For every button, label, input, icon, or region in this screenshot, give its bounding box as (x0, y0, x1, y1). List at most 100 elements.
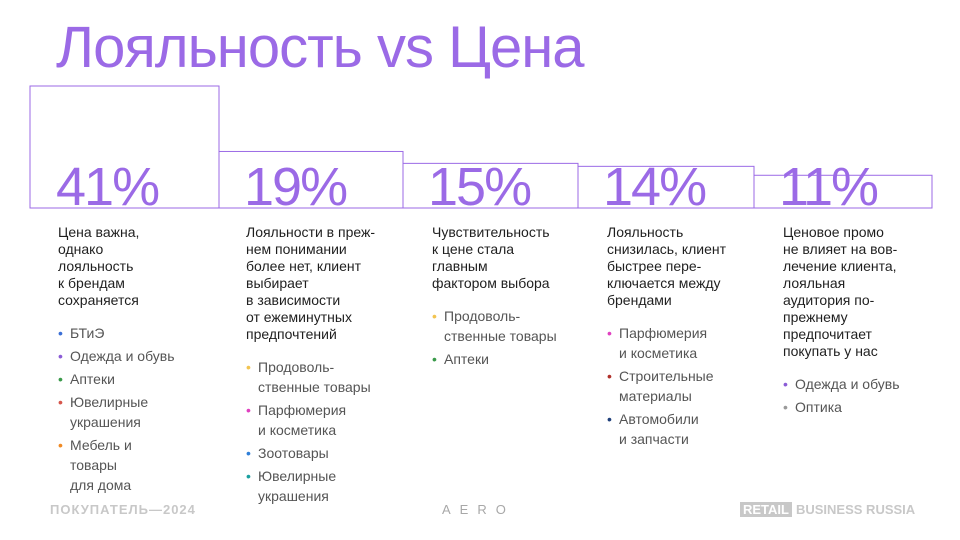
footer-business-russia: BUSINESS RUSSIA (795, 502, 916, 517)
segment-list-item: • Мебель и товары для дома (58, 435, 218, 495)
segment-label-line: для дома (70, 477, 132, 493)
segment-label-line: и косметика (619, 345, 698, 361)
segment-label: Одежда и обувь (70, 346, 175, 366)
page-title: Лояльность vs Цена (56, 15, 585, 80)
segment-label-line: Строительные (619, 368, 714, 384)
segment-label-line: Одежда и обувь (795, 376, 900, 392)
segment-label-line: Зоотовары (258, 445, 329, 461)
category-column-5: Ценовое промо не влияет на вов-лечение кл… (783, 224, 933, 420)
segment-label-line: Одежда и обувь (70, 348, 175, 364)
segment-list-item: • Парфюмерия и косметика (246, 400, 416, 440)
footer-retail-logo: RETAIL BUSINESS RUSSIA (740, 502, 915, 517)
category-description-line: фактором выбора (432, 275, 550, 291)
bullet-dot-icon: • (783, 376, 788, 392)
segment-label-line: ственные товары (258, 379, 371, 395)
category-description-line: аудитория по- (783, 292, 875, 308)
category-description: Лояльность снизилась, клиент быстрее пере-… (607, 224, 757, 309)
segment-label: Аптеки (444, 349, 489, 369)
category-description-line: более нет, клиент (246, 258, 362, 274)
bullet-dot-icon: • (432, 351, 437, 367)
bullet-dot-icon: • (246, 445, 251, 461)
category-description-line: нем понимании (246, 241, 347, 257)
bar-1 (29, 85, 220, 209)
category-description-line: предпочитает (783, 326, 872, 342)
segment-label-line: украшения (258, 488, 329, 504)
segment-list-item: • Одежда и обувь (58, 346, 218, 366)
bullet-dot-icon: • (58, 348, 63, 364)
segment-list-item: • Аптеки (432, 349, 582, 369)
category-description-line: прежнему (783, 309, 848, 325)
category-description-line: покупать у нас (783, 343, 878, 359)
segment-list-item: • Одежда и обувь (783, 374, 933, 394)
segment-label: Мебель и товары для дома (70, 435, 132, 495)
category-description-line: Ценовое промо (783, 224, 884, 240)
category-description-line: к брендам (58, 275, 125, 291)
category-description-line: Цена важна, (58, 224, 140, 240)
category-description-line: в зависимости (246, 292, 341, 308)
category-description-line: выбирает (246, 275, 309, 291)
bar-value-label-5: 11% (779, 157, 878, 217)
segment-label-line: и косметика (258, 422, 337, 438)
category-description-line: главным (432, 258, 488, 274)
segment-label: Парфюмерия и косметика (619, 323, 707, 363)
segment-label-line: Мебель и (70, 437, 132, 453)
segment-label-line: Парфюмерия (258, 402, 347, 418)
category-description: Ценовое промо не влияет на вов-лечение кл… (783, 224, 933, 360)
category-description-line: Чувствительность (432, 224, 550, 240)
segment-list-item: • Ювелирные украшения (58, 392, 218, 432)
category-description-line: Лояльность (607, 224, 684, 240)
bullet-dot-icon: • (58, 437, 63, 453)
bullet-dot-icon: • (58, 371, 63, 387)
segment-list-item: • Оптика (783, 397, 933, 417)
bullet-dot-icon: • (607, 411, 612, 427)
bullet-dot-icon: • (607, 325, 612, 341)
segment-label: Автомобили и запчасти (619, 409, 699, 449)
category-description-line: к цене стала (432, 241, 515, 257)
category-description-line: однако (58, 241, 104, 257)
category-column-2: Лояльности в преж-нем понимании более нет… (246, 224, 416, 509)
segment-label-line: Аптеки (70, 371, 115, 387)
segment-label-line: Продоволь- (444, 308, 521, 324)
category-description-line: сохраняется (58, 292, 139, 308)
category-description: Лояльности в преж-нем понимании более нет… (246, 224, 416, 343)
category-description-line: брендами (607, 292, 672, 308)
segment-list-item: • Парфюмерия и косметика (607, 323, 757, 363)
segment-label-line: Парфюмерия (619, 325, 708, 341)
segment-label-line: материалы (619, 388, 692, 404)
bullet-dot-icon: • (58, 394, 63, 410)
segment-label: Строительные материалы (619, 366, 714, 406)
segment-list-item: • Продоволь-ственные товары (432, 306, 582, 346)
category-description-line: ключается между (607, 275, 721, 291)
category-column-4: Лояльность снизилась, клиент быстрее пере-… (607, 224, 757, 452)
bullet-dot-icon: • (783, 399, 788, 415)
category-description-line: от ежеминутных (246, 309, 352, 325)
category-description-line: снизилась, клиент (607, 241, 727, 257)
segment-label: Зоотовары (258, 443, 329, 463)
category-column-3: Чувствительность к цене стала главным факто… (432, 224, 582, 372)
bullet-dot-icon: • (246, 359, 251, 375)
category-description-line: предпочтений (246, 326, 337, 342)
segment-label: Продоволь-ственные товары (258, 357, 371, 397)
bullet-dot-icon: • (58, 325, 63, 341)
bullet-dot-icon: • (246, 402, 251, 418)
category-description-line: не влияет на вов- (783, 241, 898, 257)
category-description-line: Лояльности в преж- (246, 224, 376, 240)
segment-label-line: Оптика (795, 399, 842, 415)
segment-label-line: Аптеки (444, 351, 489, 367)
segment-label-line: товары (70, 457, 117, 473)
category-description: Чувствительность к цене стала главным факто… (432, 224, 582, 292)
segment-label: Оптика (795, 397, 842, 417)
segment-label-line: и запчасти (619, 431, 689, 447)
bar-value-label-4: 14% (603, 157, 706, 217)
segment-list-item: • Зоотовары (246, 443, 416, 463)
bar-value-label-3: 15% (428, 157, 531, 217)
bullet-dot-icon: • (246, 468, 251, 484)
bar-value-label-2: 19% (244, 157, 347, 217)
segment-label: Аптеки (70, 369, 115, 389)
segment-label-line: ственные товары (444, 328, 557, 344)
bar-5 (753, 174, 933, 209)
category-description-line: лояльность (58, 258, 134, 274)
bar-value-label-1: 41% (56, 157, 159, 217)
segment-list-item: • Строительные материалы (607, 366, 757, 406)
